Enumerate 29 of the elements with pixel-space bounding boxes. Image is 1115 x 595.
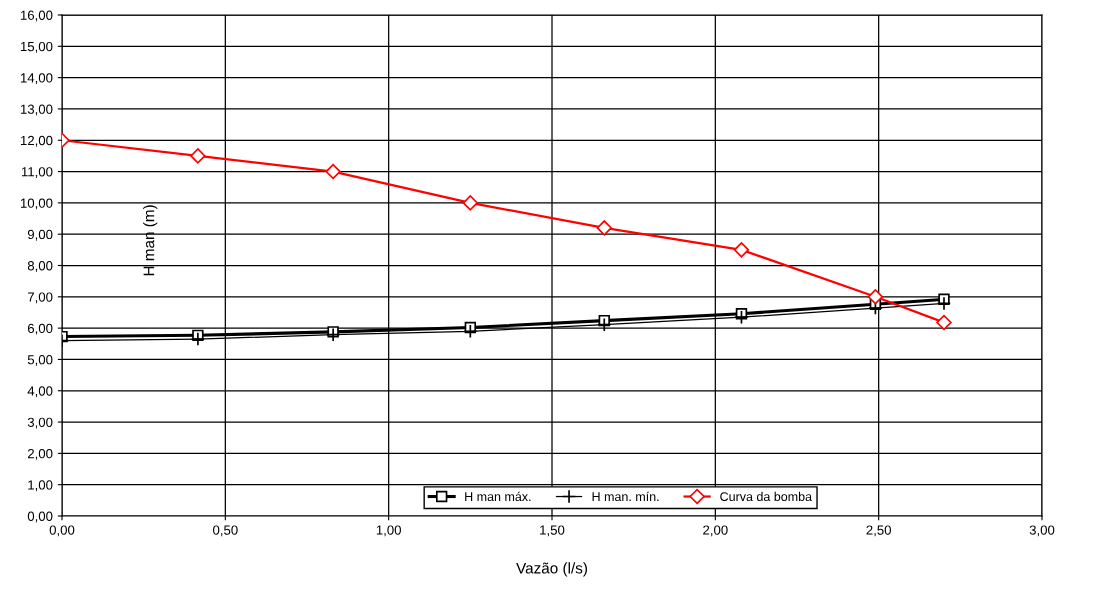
y-tick-label: 4,00 bbox=[27, 386, 53, 398]
y-tick-label: 15,00 bbox=[20, 41, 53, 53]
x-tick-label: 3,00 bbox=[1029, 525, 1055, 537]
x-tick-label: 0,00 bbox=[49, 525, 75, 537]
y-tick-label: 9,00 bbox=[27, 229, 53, 241]
x-axis-title: Vazão (l/s) bbox=[516, 562, 587, 577]
x-tick-label: 1,50 bbox=[540, 525, 565, 537]
x-tick-label: 2,00 bbox=[703, 525, 728, 537]
y-tick-label: 13,00 bbox=[20, 104, 53, 116]
y-tick-label: 2,00 bbox=[27, 448, 53, 460]
y-tick-label: 14,00 bbox=[20, 73, 53, 85]
y-tick-label: 16,00 bbox=[20, 10, 53, 22]
y-tick-label: 10,00 bbox=[20, 198, 53, 210]
y-tick-label: 11,00 bbox=[21, 167, 53, 179]
legend-label: H man máx. bbox=[465, 491, 531, 502]
legend-label: Curva da bomba bbox=[720, 491, 813, 502]
x-tick-label: 2,50 bbox=[866, 525, 891, 537]
x-tick-label: 0,50 bbox=[213, 525, 238, 537]
y-tick-label: 6,00 bbox=[27, 323, 53, 335]
y-tick-label: 5,00 bbox=[27, 355, 53, 366]
legend-label: H man. mín. bbox=[592, 491, 659, 502]
y-tick-label: 1,00 bbox=[28, 480, 53, 492]
y-tick-label: 12,00 bbox=[20, 135, 53, 147]
y-tick-label: 8,00 bbox=[27, 261, 53, 272]
x-tick-label: 1,00 bbox=[376, 525, 401, 537]
y-tick-label: 0,00 bbox=[27, 511, 53, 523]
y-tick-label: 7,00 bbox=[27, 292, 53, 304]
y-axis-title: H man (m) bbox=[143, 205, 158, 276]
y-tick-label: 3,00 bbox=[27, 417, 53, 429]
